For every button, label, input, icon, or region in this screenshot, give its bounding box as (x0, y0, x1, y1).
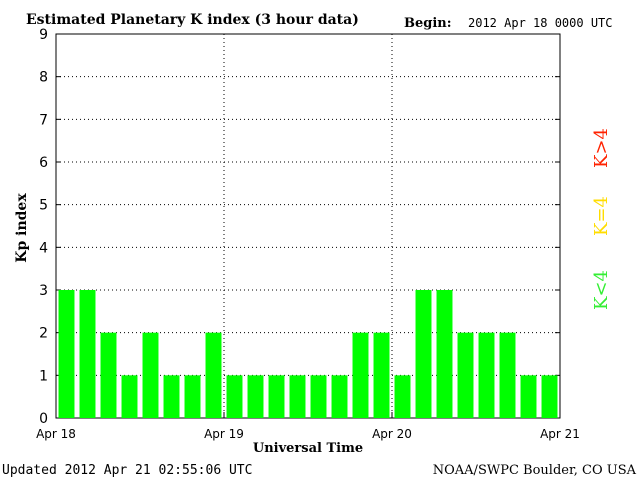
legend-k-greater-4: K>4 (591, 128, 612, 168)
begin-label: Begin: (404, 16, 452, 31)
kp-bar (79, 290, 96, 418)
y-axis-label: Kp index (14, 193, 30, 263)
chart-title: Estimated Planetary K index (3 hour data… (26, 12, 359, 28)
kp-bar (541, 375, 558, 418)
y-tick-label: 4 (39, 240, 48, 256)
plot-area: 0 1 2 3 4 5 6 7 8 9 Apr 18 Apr 19 Apr 20 Apr 21 (36, 27, 580, 441)
source-credit: NOAA/SWPC Boulder, CO USA (433, 463, 637, 478)
begin-value: 2012 Apr 18 0000 UTC (468, 16, 613, 30)
y-tick-label: 8 (39, 70, 48, 86)
x-tick-label: Apr 21 (540, 427, 580, 441)
kp-bar (247, 375, 264, 418)
legend-k-equal-4: K=4 (591, 196, 612, 236)
x-axis-label: Universal Time (253, 441, 363, 456)
kp-bar (457, 332, 474, 418)
kp-bar (310, 375, 327, 418)
y-tick-label: 5 (39, 198, 48, 214)
kp-bar (142, 332, 159, 418)
x-tick-label: Apr 19 (204, 427, 244, 441)
y-tick-label: 9 (39, 27, 48, 43)
kp-bar (499, 332, 516, 418)
kp-bar (184, 375, 201, 418)
y-tick-label: 2 (39, 326, 48, 342)
y-tick-label: 6 (39, 155, 48, 171)
kp-bar (394, 375, 411, 418)
plot-frame (55, 33, 561, 419)
kp-bar (58, 290, 75, 418)
y-tick-label: 7 (39, 112, 48, 128)
x-tick-label: Apr 20 (372, 427, 412, 441)
kp-bar (520, 375, 537, 418)
kp-bar (331, 375, 348, 418)
kp-bar (100, 332, 117, 418)
kp-bar (268, 375, 285, 418)
x-tick-label: Apr 18 (36, 427, 76, 441)
kp-bar (289, 375, 306, 418)
kp-bar (352, 332, 369, 418)
kp-bar (478, 332, 495, 418)
y-tick-label: 0 (39, 411, 48, 427)
kp-bar (373, 332, 390, 418)
kp-bar (226, 375, 243, 418)
y-tick-label: 3 (39, 283, 48, 299)
kp-bar (205, 332, 222, 418)
legend-k-less-4: K<4 (591, 270, 612, 310)
kp-bar (163, 375, 180, 418)
kp-bar (436, 290, 453, 418)
kp-bar (121, 375, 138, 418)
updated-timestamp: Updated 2012 Apr 21 02:55:06 UTC (2, 463, 252, 478)
y-tick-label: 1 (39, 368, 48, 384)
kp-bar (415, 290, 432, 418)
